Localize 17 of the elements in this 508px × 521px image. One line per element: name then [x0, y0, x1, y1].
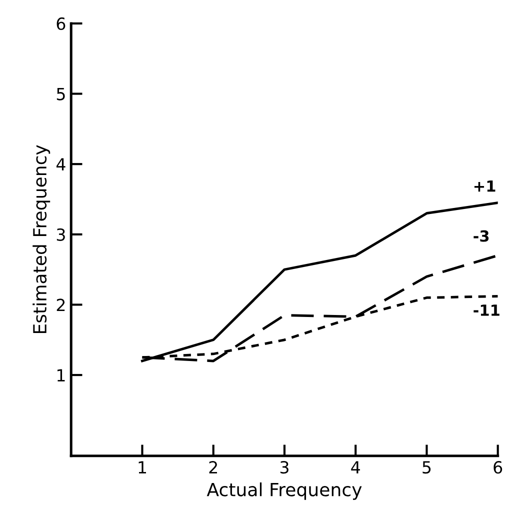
y-tick-label: 6	[56, 17, 66, 30]
y-tick-label: 3	[56, 228, 65, 241]
x-tick-label: 2	[209, 461, 217, 474]
series-label: +1	[474, 180, 496, 192]
y-tick-label: 1	[57, 369, 65, 382]
x-tick-label: 5	[422, 461, 431, 474]
x-tick-label: 6	[494, 461, 502, 474]
y-tick-label: 2	[56, 298, 65, 312]
x-tick-label: 3	[280, 461, 288, 474]
y-tick-label: 4	[56, 158, 66, 170]
series-label: -11	[474, 304, 500, 316]
x-tick-label: 4	[351, 461, 360, 474]
x-axis-title: Actual Frequency	[206, 482, 362, 500]
y-tick-label: 5	[56, 88, 65, 100]
x-tick-label: 1	[138, 461, 146, 474]
series-label: -3	[474, 230, 489, 242]
y-axis-title: Estimated Frequency	[32, 145, 50, 333]
